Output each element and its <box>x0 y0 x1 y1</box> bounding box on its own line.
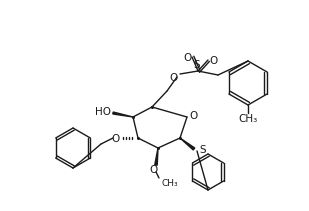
Text: S: S <box>194 60 200 70</box>
Text: CH₃: CH₃ <box>238 114 258 124</box>
Text: O: O <box>169 73 177 83</box>
Text: CH₃: CH₃ <box>161 179 178 188</box>
Polygon shape <box>155 148 158 165</box>
Text: O: O <box>183 53 191 63</box>
Polygon shape <box>113 112 133 117</box>
Text: S: S <box>199 145 205 155</box>
Text: HO: HO <box>95 107 111 117</box>
Text: O: O <box>149 165 157 175</box>
Text: O: O <box>209 56 217 66</box>
Text: O: O <box>189 111 197 121</box>
Text: O: O <box>111 134 119 144</box>
Polygon shape <box>180 138 195 150</box>
